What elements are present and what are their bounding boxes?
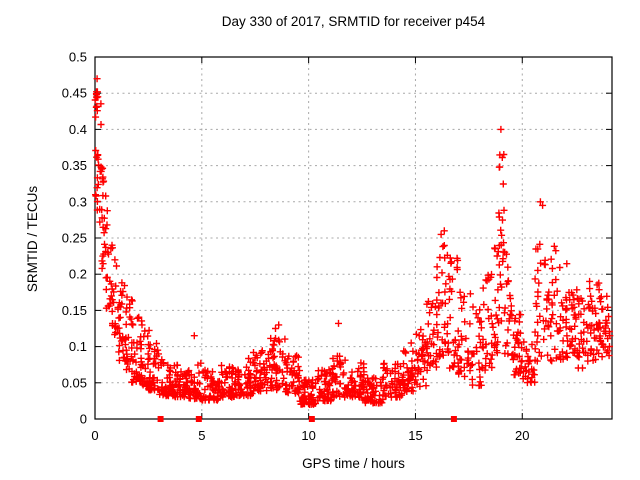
zero-value-marker (450, 416, 457, 422)
y-tick-label: 0.25 (62, 231, 87, 246)
y-tick-label: 0.35 (62, 158, 87, 173)
x-tick-label: 5 (198, 428, 205, 443)
y-tick-label: 0.5 (69, 50, 87, 65)
plot-border (94, 56, 613, 420)
x-tick-label: 0 (91, 428, 98, 443)
y-tick-label: 0 (80, 412, 87, 427)
x-tick-label: 20 (515, 428, 529, 443)
zero-value-marker (195, 416, 202, 422)
y-tick-label: 0.45 (62, 86, 87, 101)
y-tick-label: 0.4 (69, 122, 87, 137)
y-tick-label: 0.1 (69, 339, 87, 354)
x-axis-label: GPS time / hours (302, 456, 405, 471)
scatter-points (91, 75, 614, 408)
y-tick-label: 0.3 (69, 194, 87, 209)
y-axis-label-text: SRMTID / TECUs (25, 185, 40, 293)
x-tick-label: 15 (408, 428, 422, 443)
zero-value-marker (308, 416, 315, 422)
y-tick-label: 0.2 (69, 267, 87, 282)
y-tick-label: 0.05 (62, 375, 87, 390)
y-tick-label: 0.15 (62, 303, 87, 318)
x-tick-label: 10 (301, 428, 315, 443)
chart-title: Day 330 of 2017, SRMTID for receiver p45… (221, 14, 486, 29)
zero-value-marker (157, 416, 164, 422)
